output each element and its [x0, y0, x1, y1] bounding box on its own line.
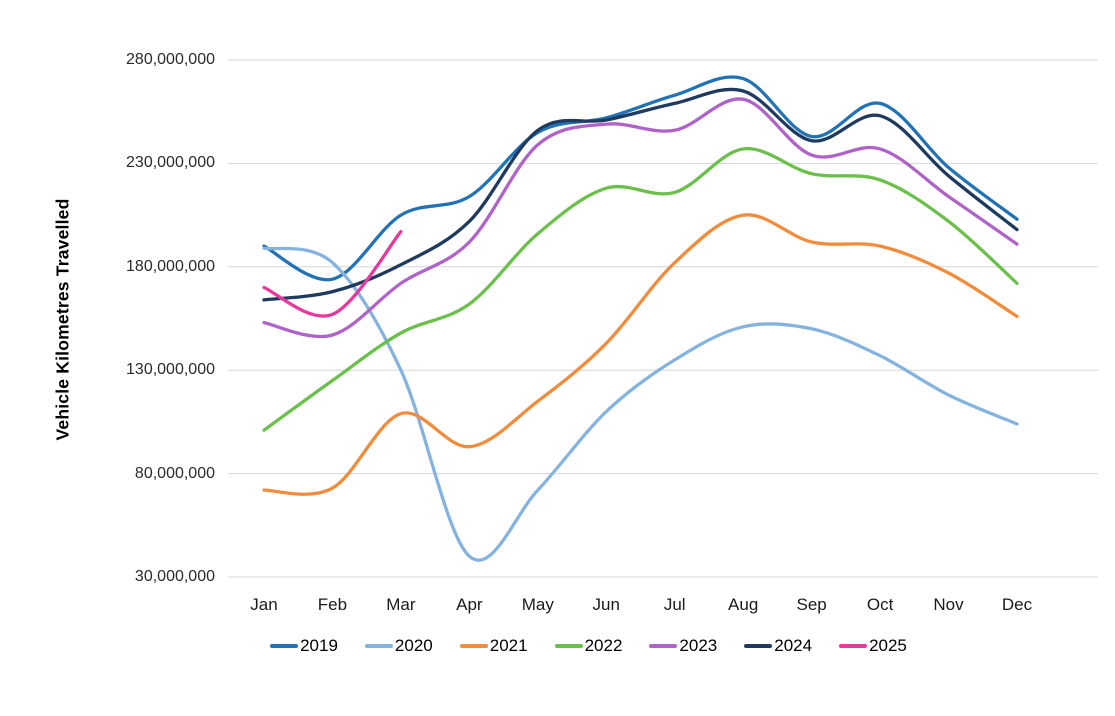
legend-label: 2021: [489, 636, 528, 655]
series-line-2021: [262, 213, 1019, 496]
y-tick-label: 80,000,000: [134, 464, 215, 482]
legend-swatch-2021: [459, 644, 488, 648]
legend-item-2022: 2022: [554, 636, 623, 656]
x-axis-label-nov: Nov: [933, 595, 964, 614]
legend-item-2020: 2020: [364, 636, 433, 656]
legend-label: 2022: [584, 636, 623, 655]
y-tick-label: 230,000,000: [126, 154, 215, 172]
legend-label: 2024: [774, 636, 813, 655]
series-line-2019: [262, 75, 1019, 282]
y-tick-label: 180,000,000: [126, 257, 215, 275]
x-axis-label-aug: Aug: [728, 595, 759, 614]
series-line-2025: [262, 229, 403, 318]
legend-label: 2023: [679, 636, 718, 655]
legend-swatch-2020: [364, 644, 393, 648]
legend-label: 2025: [869, 636, 907, 655]
series-line-2020: [262, 246, 1019, 562]
x-axis-label-may: May: [521, 595, 554, 614]
chart-legend: 2019 2020 2021 2022 2023 2024 2025: [31, 636, 1115, 656]
x-axis-label-dec: Dec: [1001, 595, 1033, 614]
y-tick-label: 130,000,000: [126, 361, 215, 379]
legend-item-2023: 2023: [649, 636, 717, 656]
legend-item-2021: 2021: [459, 636, 528, 656]
series-line-2022: [262, 147, 1019, 432]
legend-swatch-2022: [554, 644, 583, 648]
x-axis-label-feb: Feb: [317, 595, 348, 614]
x-axis-label-sep: Sep: [796, 595, 827, 614]
legend-item-2025: 2025: [839, 636, 907, 656]
series-line-2024: [262, 87, 1019, 302]
legend-label: 2019: [300, 636, 338, 655]
legend-item-2024: 2024: [744, 636, 812, 656]
legend-swatch-2025: [839, 644, 868, 648]
x-axis-label-apr: Apr: [456, 595, 483, 614]
y-axis-title: Vehicle Kilometres Travelled: [52, 198, 73, 441]
y-tick-label: 280,000,000: [126, 51, 215, 68]
x-axis-label-jan: Jan: [250, 595, 278, 614]
x-axis-label-jun: Jun: [592, 595, 620, 614]
legend-label: 2020: [394, 636, 433, 655]
x-axis-label-mar: Mar: [386, 595, 416, 614]
x-axis-label-oct: Oct: [866, 595, 894, 614]
legend-item-2019: 2019: [270, 636, 338, 656]
y-tick-label: 30,000,000: [134, 568, 215, 585]
legend-swatch-2019: [270, 644, 299, 648]
series-line-2023: [262, 97, 1019, 339]
legend-swatch-2024: [744, 644, 773, 648]
x-axis-label-jul: Jul: [663, 595, 686, 614]
legend-swatch-2023: [649, 644, 678, 648]
